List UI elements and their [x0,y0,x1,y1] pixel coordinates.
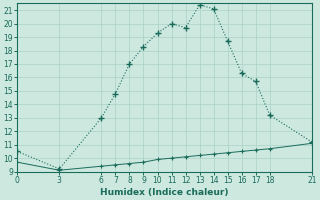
X-axis label: Humidex (Indice chaleur): Humidex (Indice chaleur) [100,188,229,197]
